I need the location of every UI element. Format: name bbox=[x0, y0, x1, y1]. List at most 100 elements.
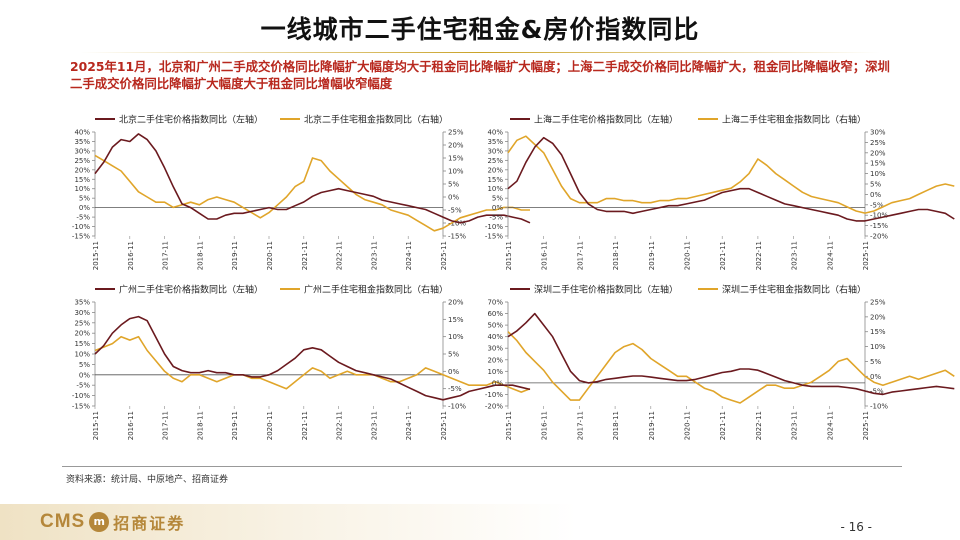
x-tick-label: 2025-11 bbox=[862, 411, 870, 440]
right-tick-label: 25% bbox=[870, 139, 886, 147]
rent-index-line bbox=[94, 335, 531, 393]
chart-svg-bj: 北京二手住宅价格指数同比（左轴） 北京二手住宅租金指数同比（右轴）40%35%30… bbox=[72, 114, 531, 270]
x-tick-label: 2015-11 bbox=[92, 411, 100, 440]
chart-svg-sz: 深圳二手住宅价格指数同比（左轴） 深圳二手住宅租金指数同比（右轴） 70% 60% 50… bbox=[485, 284, 955, 440]
x-tick-label: 2017-11 bbox=[576, 241, 584, 270]
left-tick-label: -20% bbox=[485, 403, 503, 411]
right-tick-label: -20% bbox=[870, 233, 888, 241]
x-tick-label: 2022-11 bbox=[755, 411, 763, 440]
x-tick-label: 2020-11 bbox=[266, 241, 274, 270]
footer-band bbox=[0, 504, 960, 540]
price-index-line bbox=[507, 312, 955, 396]
legend-label: 上海二手住宅价格指数同比（左轴） bbox=[534, 114, 678, 126]
x-tick-label: 2018-11 bbox=[196, 241, 204, 270]
left-tick-label: -5% bbox=[489, 214, 503, 222]
right-tick-label: -10% bbox=[870, 403, 888, 411]
right-tick-label: 0% bbox=[870, 191, 881, 199]
chart-shenzhen: 深圳二手住宅价格指数同比（左轴） 深圳二手住宅租金指数同比（右轴） 70% 60% 50… bbox=[480, 282, 955, 450]
right-tick-label: 5% bbox=[870, 358, 881, 366]
left-tick-label: 30% bbox=[74, 309, 90, 317]
right-tick-label: 15% bbox=[870, 160, 886, 168]
left-tick-label: 5% bbox=[492, 195, 503, 203]
left-tick-label: 40% bbox=[487, 129, 503, 137]
left-tick-label: -10% bbox=[72, 392, 90, 400]
x-tick-label: 2025-11 bbox=[862, 241, 870, 270]
left-tick-label: -5% bbox=[76, 382, 90, 390]
right-tick-label: 0% bbox=[448, 368, 459, 376]
x-tick-label: 2020-11 bbox=[266, 411, 274, 440]
x-tick-label: 2017-11 bbox=[162, 241, 170, 270]
left-tick-label: 0% bbox=[79, 204, 90, 212]
rent-index-line bbox=[507, 135, 955, 214]
chart-shanghai: 上海二手住宅价格指数同比（左轴） 上海二手住宅租金指数同比（右轴） 40% 35% 30… bbox=[480, 112, 955, 280]
left-tick-label: 5% bbox=[79, 361, 90, 369]
right-tick-label: -15% bbox=[870, 222, 888, 230]
legend-label: 广州二手住宅价格指数同比（左轴） bbox=[119, 284, 263, 296]
rent-index-line bbox=[94, 154, 530, 232]
right-tick-label: 10% bbox=[448, 333, 464, 341]
title-divider bbox=[80, 52, 880, 53]
left-tick-label: 15% bbox=[74, 340, 90, 348]
left-tick-label: 0% bbox=[492, 379, 503, 387]
left-tick-label: 10% bbox=[487, 368, 503, 376]
x-tick-label: 2016-11 bbox=[541, 411, 549, 440]
logo-chinese-text: 招商证券 bbox=[113, 514, 186, 533]
left-tick-label: -10% bbox=[485, 391, 503, 399]
x-tick-label: 2017-11 bbox=[576, 411, 584, 440]
x-tick-label: 2015-11 bbox=[505, 411, 513, 440]
x-tick-label: 2016-11 bbox=[127, 411, 135, 440]
right-tick-label: 5% bbox=[448, 351, 459, 359]
left-tick-label: -15% bbox=[485, 233, 503, 241]
x-tick-label: 2019-11 bbox=[231, 241, 239, 270]
left-tick-label: 20% bbox=[74, 330, 90, 338]
left-tick-label: -15% bbox=[72, 233, 90, 241]
right-tick-label: -5% bbox=[448, 207, 462, 215]
company-logo: CMS m 招商证券 bbox=[40, 510, 185, 534]
legend-label: 深圳二手住宅租金指数同比（右轴） bbox=[722, 284, 866, 296]
x-tick-label: 2021-11 bbox=[301, 411, 309, 440]
x-tick-label: 2022-11 bbox=[336, 241, 344, 270]
right-tick-label: 30% bbox=[870, 129, 886, 137]
left-tick-label: 70% bbox=[487, 299, 503, 307]
legend-label: 广州二手住宅租金指数同比（右轴） bbox=[304, 284, 448, 296]
right-tick-label: 20% bbox=[448, 299, 464, 307]
price-index-line bbox=[94, 315, 531, 401]
x-tick-label: 2022-11 bbox=[755, 241, 763, 270]
left-tick-label: 15% bbox=[74, 176, 90, 184]
legend-label: 深圳二手住宅价格指数同比（左轴） bbox=[534, 284, 678, 296]
x-tick-label: 2019-11 bbox=[231, 411, 239, 440]
right-tick-label: 20% bbox=[448, 142, 464, 150]
x-tick-label: 2019-11 bbox=[648, 241, 656, 270]
left-tick-label: 40% bbox=[74, 129, 90, 137]
left-tick-label: 10% bbox=[487, 185, 503, 193]
left-tick-label: 50% bbox=[487, 322, 503, 330]
logo-mark-icon: m bbox=[89, 512, 110, 532]
x-tick-label: 2024-11 bbox=[826, 411, 834, 440]
left-tick-label: 25% bbox=[74, 157, 90, 165]
right-tick-label: 25% bbox=[870, 299, 886, 307]
left-tick-label: 25% bbox=[74, 319, 90, 327]
right-tick-label: 25% bbox=[448, 129, 464, 137]
x-tick-label: 2015-11 bbox=[92, 241, 100, 270]
x-tick-label: 2023-11 bbox=[791, 411, 799, 440]
right-tick-label: -5% bbox=[448, 385, 462, 393]
right-tick-label: -10% bbox=[870, 212, 888, 220]
price-index-line bbox=[507, 136, 955, 222]
right-tick-label: -5% bbox=[870, 388, 884, 396]
x-tick-label: 2022-11 bbox=[336, 411, 344, 440]
x-tick-label: 2021-11 bbox=[719, 411, 727, 440]
right-tick-label: -15% bbox=[448, 233, 466, 241]
right-tick-label: -10% bbox=[448, 403, 466, 411]
source-note: 资料来源：统计局、中原地产、招商证券 bbox=[66, 475, 229, 485]
left-tick-label: 5% bbox=[79, 195, 90, 203]
left-tick-label: 30% bbox=[487, 345, 503, 353]
left-tick-label: -10% bbox=[485, 223, 503, 231]
left-tick-label: -5% bbox=[76, 214, 90, 222]
left-tick-label: -15% bbox=[72, 403, 90, 411]
x-tick-label: 2021-11 bbox=[719, 241, 727, 270]
left-tick-label: 40% bbox=[487, 333, 503, 341]
x-tick-label: 2020-11 bbox=[684, 411, 692, 440]
x-tick-label: 2021-11 bbox=[301, 241, 309, 270]
x-tick-label: 2016-11 bbox=[127, 241, 135, 270]
x-tick-label: 2024-11 bbox=[405, 411, 413, 440]
